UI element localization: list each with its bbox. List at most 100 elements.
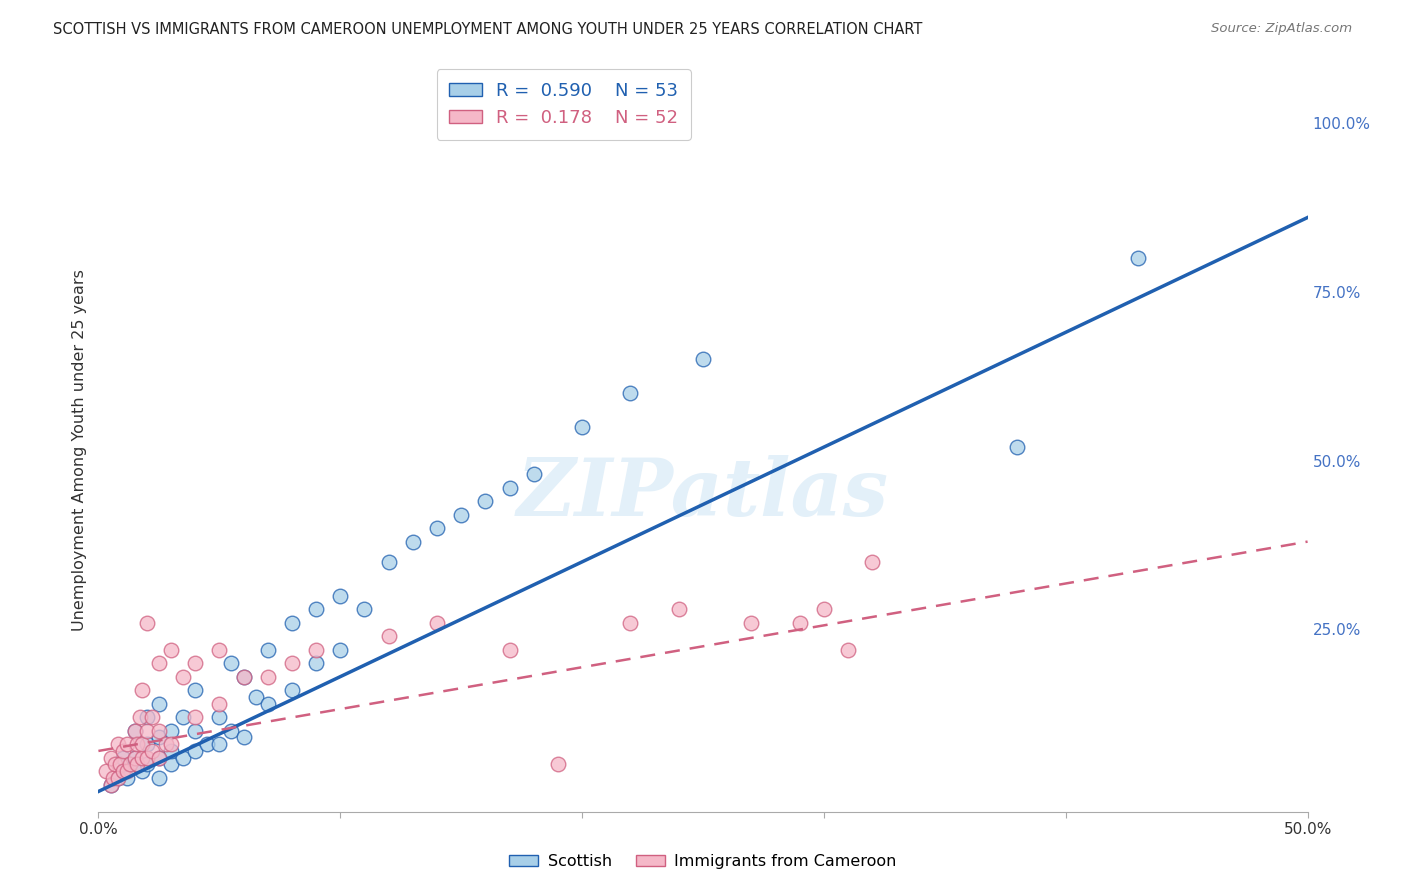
Point xyxy=(124,723,146,738)
Point xyxy=(135,737,157,751)
Point xyxy=(111,764,134,779)
Y-axis label: Unemployment Among Youth under 25 years: Unemployment Among Youth under 25 years xyxy=(72,269,87,632)
Text: SCOTTISH VS IMMIGRANTS FROM CAMEROON UNEMPLOYMENT AMONG YOUTH UNDER 25 YEARS COR: SCOTTISH VS IMMIGRANTS FROM CAMEROON UNE… xyxy=(53,22,922,37)
Text: ZIPatlas: ZIPatlas xyxy=(517,455,889,533)
Point xyxy=(148,750,170,764)
Point xyxy=(94,764,117,779)
Point xyxy=(208,710,231,724)
Point xyxy=(148,723,170,738)
Point xyxy=(148,731,170,745)
Point xyxy=(208,697,231,711)
Point xyxy=(128,710,150,724)
Point xyxy=(305,656,328,670)
Point xyxy=(104,757,127,772)
Point xyxy=(107,737,129,751)
Point xyxy=(619,615,641,630)
Point xyxy=(256,670,278,684)
Point xyxy=(160,744,183,758)
Point xyxy=(184,723,207,738)
Point xyxy=(498,642,520,657)
Point xyxy=(184,656,207,670)
Point xyxy=(353,602,375,616)
Point xyxy=(118,757,141,772)
Point xyxy=(131,764,153,779)
Point xyxy=(160,737,183,751)
Point xyxy=(740,615,762,630)
Point xyxy=(571,420,593,434)
Point xyxy=(305,642,328,657)
Point xyxy=(135,723,157,738)
Point xyxy=(329,589,352,603)
Point xyxy=(124,757,146,772)
Point xyxy=(160,723,183,738)
Point xyxy=(221,656,243,670)
Point xyxy=(172,710,194,724)
Point xyxy=(148,750,170,764)
Point xyxy=(450,508,472,522)
Point xyxy=(101,771,124,785)
Point xyxy=(141,744,163,758)
Point xyxy=(160,642,183,657)
Point xyxy=(117,771,139,785)
Point xyxy=(329,642,352,657)
Point xyxy=(305,602,328,616)
Point xyxy=(141,710,163,724)
Point xyxy=(117,764,139,779)
Point xyxy=(377,629,399,643)
Point xyxy=(184,710,207,724)
Legend: R =  0.590    N = 53, R =  0.178    N = 52: R = 0.590 N = 53, R = 0.178 N = 52 xyxy=(437,70,692,140)
Point xyxy=(131,737,153,751)
Point xyxy=(160,757,183,772)
Point xyxy=(474,494,496,508)
Point xyxy=(377,555,399,569)
Point xyxy=(256,697,278,711)
Point xyxy=(172,750,194,764)
Point xyxy=(184,683,207,698)
Point xyxy=(221,723,243,738)
Point xyxy=(232,670,254,684)
Point xyxy=(148,771,170,785)
Point xyxy=(117,737,139,751)
Point xyxy=(127,757,149,772)
Point xyxy=(155,737,177,751)
Point xyxy=(232,670,254,684)
Point xyxy=(692,352,714,367)
Point xyxy=(124,750,146,764)
Point xyxy=(426,615,449,630)
Point xyxy=(124,723,146,738)
Point xyxy=(281,656,304,670)
Point xyxy=(426,521,449,535)
Point xyxy=(1128,251,1150,265)
Point xyxy=(1007,440,1029,454)
Point xyxy=(281,615,304,630)
Legend: Scottish, Immigrants from Cameroon: Scottish, Immigrants from Cameroon xyxy=(503,847,903,875)
Point xyxy=(813,602,835,616)
Point xyxy=(172,670,194,684)
Point xyxy=(837,642,859,657)
Point xyxy=(860,555,883,569)
Point xyxy=(135,615,157,630)
Point xyxy=(108,757,131,772)
Point xyxy=(184,744,207,758)
Point xyxy=(111,744,134,758)
Point xyxy=(789,615,811,630)
Point xyxy=(124,750,146,764)
Point xyxy=(100,750,122,764)
Point xyxy=(619,386,641,401)
Text: Source: ZipAtlas.com: Source: ZipAtlas.com xyxy=(1212,22,1353,36)
Point xyxy=(100,778,122,792)
Point xyxy=(107,771,129,785)
Point xyxy=(135,757,157,772)
Point xyxy=(131,750,153,764)
Point xyxy=(107,771,129,785)
Point xyxy=(135,710,157,724)
Point xyxy=(111,764,134,779)
Point xyxy=(281,683,304,698)
Point xyxy=(547,757,569,772)
Point xyxy=(208,737,231,751)
Point xyxy=(208,642,231,657)
Point xyxy=(127,737,149,751)
Point xyxy=(668,602,690,616)
Point xyxy=(131,683,153,698)
Point xyxy=(100,778,122,792)
